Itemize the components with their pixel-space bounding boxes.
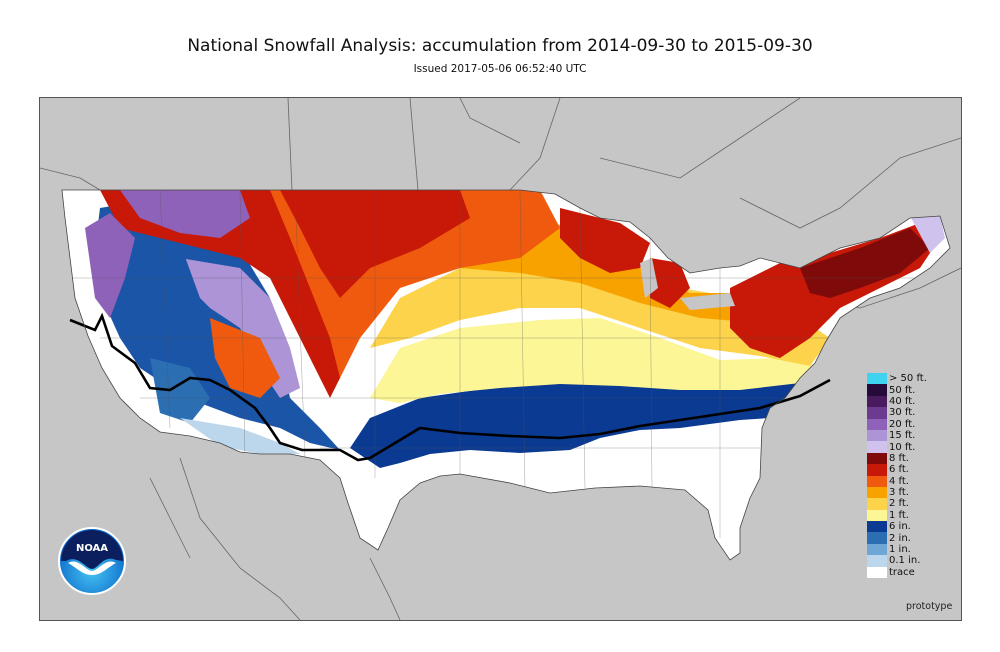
legend-item: 6 in. <box>867 521 937 533</box>
legend-swatch <box>867 486 887 499</box>
legend-swatch <box>867 373 887 385</box>
issued-timestamp: Issued 2017-05-06 06:52:40 UTC <box>413 63 587 75</box>
legend-swatch <box>867 521 887 533</box>
legend-swatch <box>867 452 887 465</box>
map-title: National Snowfall Analysis: accumulation… <box>187 36 813 56</box>
legend-item: 2 ft. <box>867 498 937 510</box>
legend-item: trace <box>867 566 937 579</box>
legend-item: 40 ft. <box>867 395 937 408</box>
legend-swatch <box>867 384 887 396</box>
noaa-logo-text: NOAA <box>76 543 108 554</box>
legend-label: 50 ft. <box>889 384 916 396</box>
legend-swatch <box>867 498 887 510</box>
legend-item: 6 ft. <box>867 464 937 476</box>
legend-item: 30 ft. <box>867 407 937 419</box>
snow-line-boundary <box>69 312 831 462</box>
legend-item: 4 ft. <box>867 475 937 487</box>
legend-item: 1 in. <box>867 543 937 556</box>
legend-swatch <box>867 566 887 579</box>
legend-label: 4 ft. <box>889 475 909 487</box>
snowfall-map <box>39 97 962 621</box>
legend-item: 10 ft. <box>867 441 937 453</box>
legend-swatch <box>867 532 887 544</box>
legend-label: 30 ft. <box>889 407 916 419</box>
legend-label: 20 ft. <box>889 418 916 430</box>
legend-label: 0.1 in. <box>889 555 921 567</box>
map-canvas <box>40 98 961 620</box>
noaa-logo-icon: NOAA <box>58 527 126 595</box>
legend-swatch <box>867 555 887 567</box>
legend-label: 6 ft. <box>889 464 909 476</box>
legend-label: 6 in. <box>889 521 911 533</box>
legend-swatch <box>867 395 887 408</box>
legend-label: 1 ft. <box>889 509 909 521</box>
legend-item: 0.1 in. <box>867 555 937 567</box>
legend-swatch <box>867 464 887 476</box>
us-coastline <box>61 189 951 561</box>
prototype-label: prototype <box>906 601 953 612</box>
legend-label: trace <box>889 566 915 578</box>
legend-item: > 50 ft. <box>867 373 937 385</box>
legend-label: 2 ft. <box>889 498 909 510</box>
legend-label: 2 in. <box>889 532 911 544</box>
legend-swatch <box>867 407 887 419</box>
legend-label: 15 ft. <box>889 430 916 442</box>
legend-swatch <box>867 441 887 453</box>
legend-item: 20 ft. <box>867 418 937 430</box>
legend-label: > 50 ft. <box>889 373 927 385</box>
state-borders <box>70 190 950 538</box>
legend-label: 3 ft. <box>889 487 909 499</box>
legend-item: 3 ft. <box>867 486 937 499</box>
snowfall-legend: > 50 ft. 50 ft. 40 ft. 30 ft. 20 ft. 15 ft. 10… <box>867 373 937 579</box>
legend-label: 40 ft. <box>889 395 916 407</box>
legend-swatch <box>867 418 887 430</box>
legend-label: 10 ft. <box>889 441 916 453</box>
legend-swatch <box>867 429 887 442</box>
legend-swatch <box>867 543 887 556</box>
legend-label: 8 ft. <box>889 452 909 464</box>
legend-item: 50 ft. <box>867 384 937 396</box>
legend-item: 8 ft. <box>867 452 937 465</box>
legend-item: 1 ft. <box>867 509 937 522</box>
legend-item: 2 in. <box>867 532 937 544</box>
legend-label: 1 in. <box>889 544 911 556</box>
legend-item: 15 ft. <box>867 429 937 442</box>
snowfall-shading <box>85 190 945 468</box>
legend-swatch <box>867 509 887 522</box>
legend-swatch <box>867 475 887 487</box>
